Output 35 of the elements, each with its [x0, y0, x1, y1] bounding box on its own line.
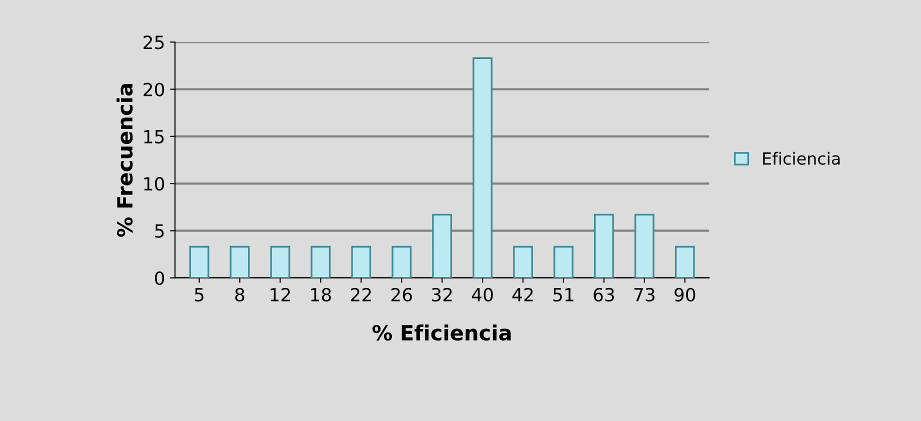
bar [189, 246, 210, 278]
bar [594, 214, 614, 278]
x-tick-label: 90 [674, 288, 696, 302]
bar [310, 246, 331, 278]
bar [230, 246, 250, 278]
bar [432, 214, 452, 278]
bar [513, 246, 533, 278]
bar [392, 246, 412, 278]
y-axis-title: % Frecuencia [116, 84, 133, 237]
y-tick-label: 25 [144, 36, 164, 50]
x-tick-label: 42 [512, 288, 533, 302]
bar [351, 246, 372, 278]
y-tick-label: 5 [155, 224, 164, 238]
bar [472, 57, 492, 278]
x-tick-label: 5 [194, 288, 204, 302]
x-tick-label: 73 [634, 288, 654, 302]
x-tick-label: 26 [391, 288, 412, 302]
legend-label: Eficiencia [763, 152, 840, 165]
y-tick-label: 0 [154, 271, 164, 285]
x-tick-label: 32 [432, 288, 452, 302]
bar [270, 246, 290, 278]
y-tick-label: 10 [144, 177, 164, 191]
x-tick-label: 18 [311, 288, 331, 302]
x-tick-label: 8 [235, 288, 244, 302]
x-axis-title: % Eficiencia [372, 324, 511, 341]
y-tick-label: 20 [144, 82, 164, 96]
bar [634, 214, 654, 278]
y-tick-label: 15 [144, 130, 164, 144]
x-tick-label: 40 [472, 288, 493, 302]
x-tick-label: 12 [270, 288, 290, 302]
x-tick-label: 51 [553, 288, 574, 302]
x-tick-label: 22 [350, 288, 371, 302]
bar [554, 246, 574, 278]
x-tick-label: 63 [594, 288, 614, 302]
bar [674, 246, 695, 278]
